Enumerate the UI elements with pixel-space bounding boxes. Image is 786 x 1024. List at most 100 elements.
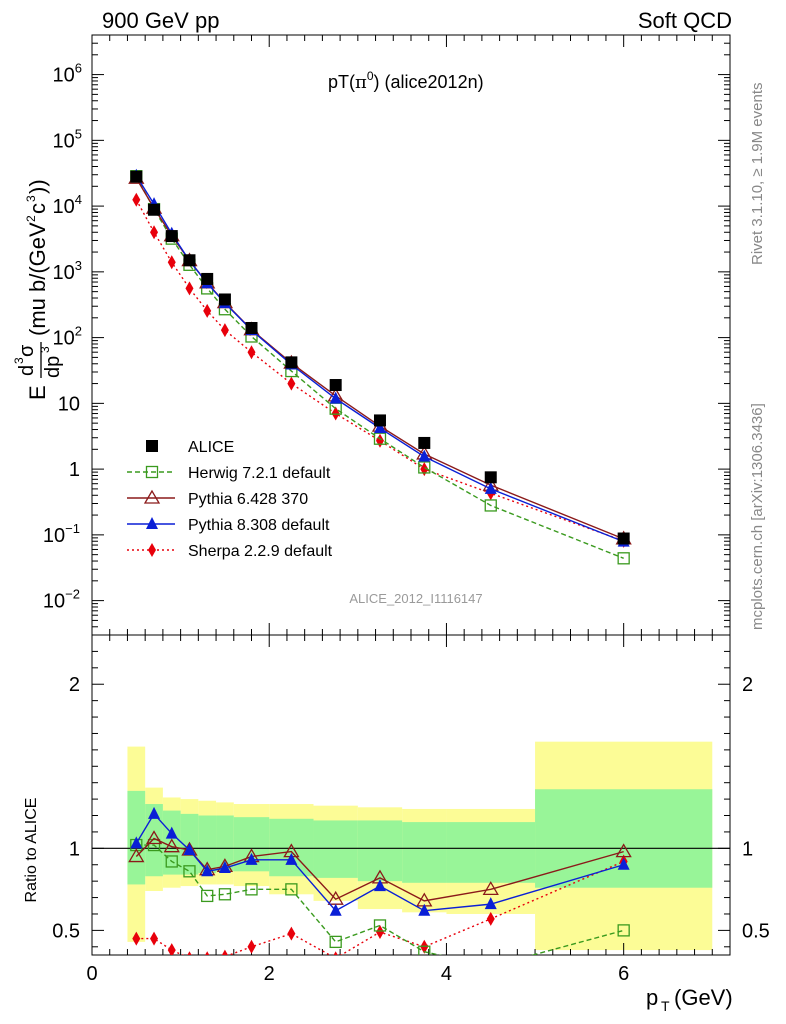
y-tick-label: 104 <box>53 192 82 218</box>
ratio-y-tick-label: 1 <box>69 838 80 860</box>
legend-marker-pythia6 <box>143 489 161 504</box>
x-tick-label: 2 <box>264 963 275 985</box>
sherpa-main-point <box>185 281 194 296</box>
legend-marker-alice <box>146 440 158 452</box>
y-tick-label: 10 <box>58 393 80 415</box>
herwig-ratio-point <box>245 883 258 896</box>
plot-title: pT(π0) (alice2012n) <box>328 69 484 93</box>
sherpa-ratio-point <box>132 931 141 946</box>
pythia8-ratio-point <box>201 864 214 877</box>
pythia6-ratio-point <box>145 830 163 845</box>
band-inner-11 <box>446 822 536 883</box>
svg-text:p: p <box>646 985 658 1010</box>
alice-main-point <box>484 471 497 484</box>
sherpa-main-line <box>135 199 624 542</box>
sherpa-ratio-point <box>150 931 159 946</box>
svg-text:3: 3 <box>12 357 26 364</box>
analysis-id: ALICE_2012_I1116147 <box>349 591 482 606</box>
alice-main-point <box>373 414 386 427</box>
pythia8-ratio-point <box>245 852 258 865</box>
sherpa-ratio-point <box>205 951 210 955</box>
herwig-main-point <box>617 552 630 565</box>
band-inner-4 <box>198 815 217 873</box>
sherpa-main-point <box>375 433 384 448</box>
pythia8-ratio-point <box>183 842 196 855</box>
sherpa-ratio-point <box>187 951 192 955</box>
band-inner-8 <box>313 820 358 878</box>
pythia8-main-point <box>329 391 342 404</box>
x-tick-label: 0 <box>86 963 97 985</box>
x-tick-label: 4 <box>441 963 452 985</box>
ratio-y-tick-label: 2 <box>69 674 80 696</box>
svg-text:3: 3 <box>38 346 52 353</box>
sherpa-ratio-point <box>333 951 338 955</box>
svg-text:(GeV): (GeV) <box>674 985 733 1010</box>
pythia8-ratio-point <box>165 826 178 839</box>
pythia8-ratio-point <box>373 879 386 892</box>
legend-label-pythia8: Pythia 8.308 default <box>188 517 330 534</box>
svg-text:T: T <box>661 998 670 1014</box>
svg-text:(mu b/(GeV: (mu b/(GeV <box>25 222 50 336</box>
pythia6-ratio-point <box>163 838 180 853</box>
pythia8-ratio-point <box>130 836 143 849</box>
alice-main-point <box>245 321 258 334</box>
header-left: 900 GeV pp <box>102 8 219 33</box>
ratio-y-tick-label-right: 2 <box>742 674 753 696</box>
alice-main-point <box>130 170 143 183</box>
sherpa-main-point <box>150 225 159 240</box>
herwig-ratio-point <box>165 855 178 868</box>
alice-main-point <box>617 532 630 545</box>
pythia8-ratio-point <box>617 857 630 870</box>
band-inner-10 <box>402 822 447 883</box>
band-inner-12 <box>535 789 713 888</box>
legend-label-herwig: Herwig 7.2.1 default <box>188 465 331 482</box>
alice-main-point <box>329 379 342 392</box>
legend-marker-pythia8 <box>146 517 158 529</box>
alice-main-point <box>183 254 196 267</box>
svg-text:2: 2 <box>24 215 38 222</box>
pythia8-main-point <box>373 421 386 434</box>
x-axis-label: p T (GeV) <box>646 985 733 1014</box>
svg-text:)): )) <box>25 179 50 194</box>
svg-text:c: c <box>25 203 50 214</box>
legend-marker-sherpa <box>148 543 156 557</box>
sherpa-ratio-point <box>221 949 228 955</box>
alice-main-point <box>201 272 214 285</box>
main-panel-axes: 10−2 10−1 1 10 102 103 104 105 106 <box>43 34 731 955</box>
ratio-y-tick-label-right: 1 <box>742 838 753 860</box>
pythia6-main-line <box>135 177 624 540</box>
herwig-ratio-point <box>183 865 196 878</box>
pythia8-ratio-point <box>285 852 298 865</box>
y-tick-label: 102 <box>53 324 82 350</box>
alice-main-point <box>148 203 161 216</box>
sherpa-ratio-point <box>375 925 384 940</box>
alice-main-point <box>418 436 431 449</box>
ratio-y-axis-label: Ratio to ALICE <box>23 798 40 903</box>
alice-main-point <box>165 230 178 243</box>
main-panel-series <box>128 168 632 565</box>
alice-main-point <box>218 293 231 306</box>
sherpa-main-point <box>203 303 212 318</box>
pythia8-ratio-point <box>148 806 161 819</box>
sherpa-main-point <box>220 323 229 338</box>
y-tick-label: 105 <box>53 126 82 152</box>
sherpa-ratio-point <box>247 939 256 954</box>
pythia8-main-line <box>135 175 624 543</box>
herwig-main-point <box>373 432 387 445</box>
svg-text:σ: σ <box>16 344 38 357</box>
herwig-ratio-point <box>418 945 431 955</box>
pythia8-ratio-point <box>329 903 342 916</box>
sherpa-main-point <box>132 192 141 207</box>
herwig-ratio-point <box>201 889 214 903</box>
ratio-y-tick-label: 0.5 <box>52 920 80 942</box>
herwig-ratio-point <box>218 888 232 901</box>
y-tick-label: 10−2 <box>43 587 80 613</box>
y-tick-label: 103 <box>53 258 82 284</box>
main-y-axis-label: E d 3 σ dp 3 (mu b/(GeV 2 c 3 )) <box>12 179 64 400</box>
pythia6-ratio-point <box>482 881 499 896</box>
legend: ALICE Herwig 7.2.1 default Pythia 6.428 37… <box>127 439 333 560</box>
herwig-ratio-point <box>485 961 496 972</box>
pythia6-ratio-point <box>128 848 145 863</box>
y-tick-label: 106 <box>53 61 82 87</box>
